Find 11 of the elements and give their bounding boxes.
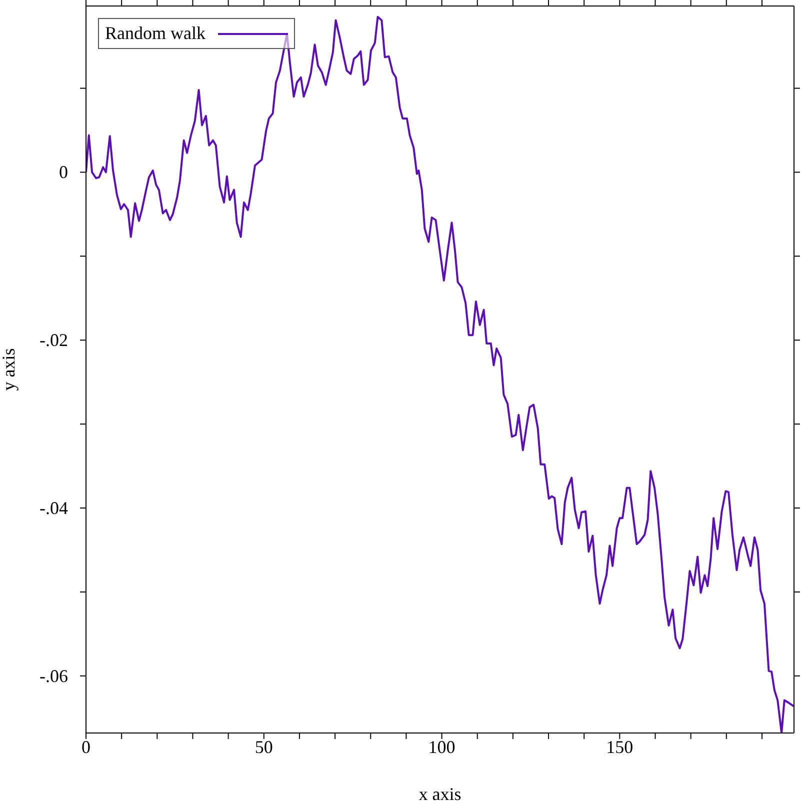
x-tick-label: 100 [428, 737, 456, 757]
y-tick-label: -.04 [40, 498, 68, 518]
x-axis-title: x axis [418, 784, 462, 804]
y-tick-label: -.02 [40, 330, 68, 350]
x-tick-label: 0 [82, 737, 90, 757]
x-tick-label: 50 [254, 737, 273, 757]
y-axis-title: y axis [0, 348, 18, 391]
x-tick-label: 150 [606, 737, 634, 757]
legend-label: Random walk [105, 23, 206, 44]
y-tick-label: -.06 [40, 666, 68, 686]
y-tick-label: 0 [59, 162, 68, 182]
